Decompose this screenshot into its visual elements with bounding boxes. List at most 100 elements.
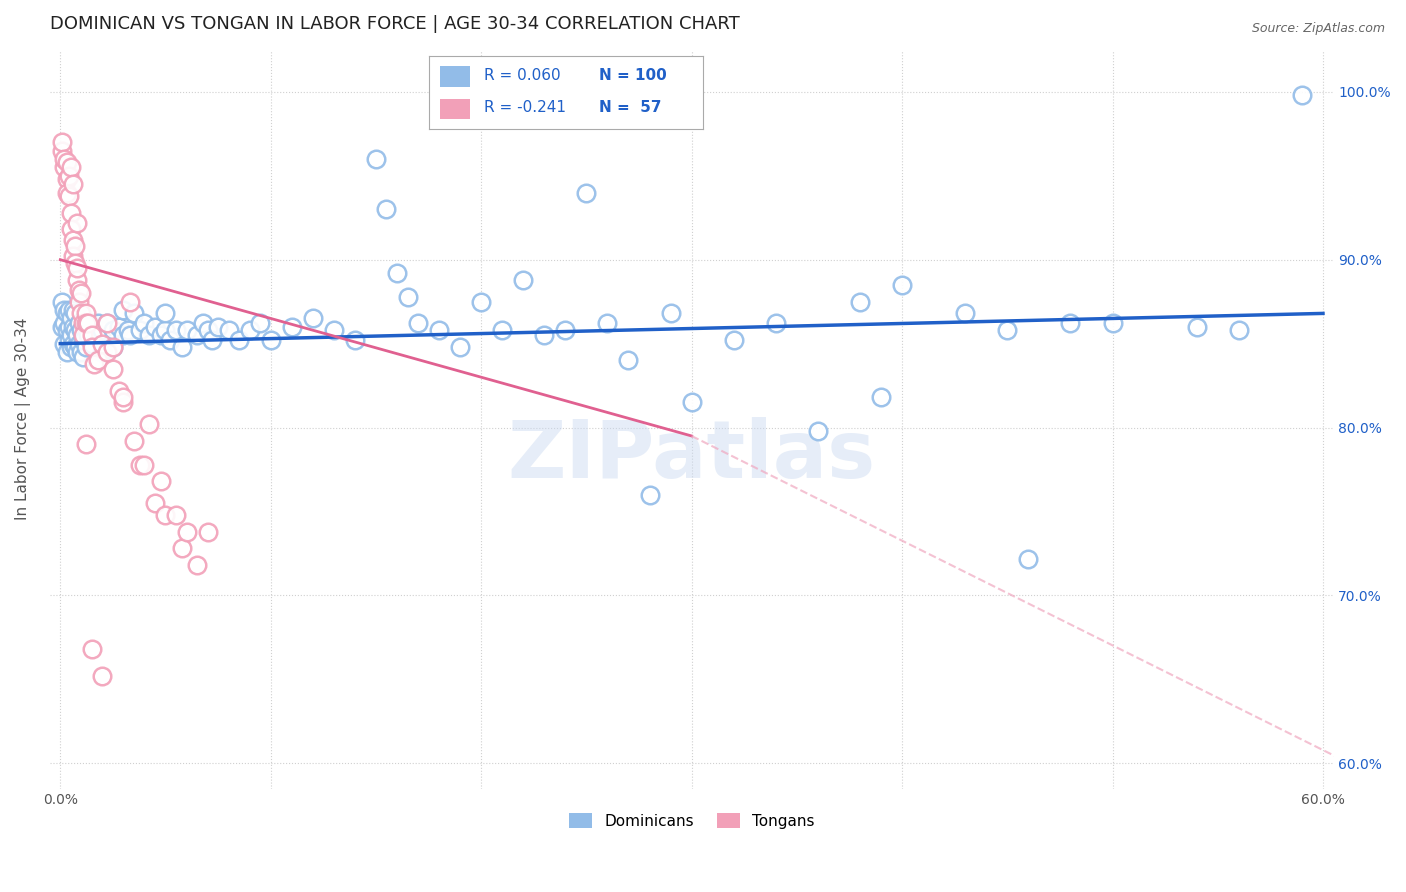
- Point: [554, 323, 576, 337]
- Text: Source: ZipAtlas.com: Source: ZipAtlas.com: [1251, 22, 1385, 36]
- Point: [322, 323, 344, 337]
- Point: [172, 340, 194, 354]
- Point: [596, 317, 619, 331]
- Point: [62, 336, 84, 351]
- Point: [70, 323, 93, 337]
- Point: [193, 317, 215, 331]
- Point: [176, 323, 198, 337]
- Point: [112, 390, 135, 404]
- Point: [1017, 551, 1039, 566]
- Point: [75, 317, 97, 331]
- Point: [150, 475, 173, 489]
- Point: [55, 345, 77, 359]
- Point: [63, 340, 86, 354]
- Point: [134, 458, 156, 472]
- Point: [83, 357, 105, 371]
- Point: [172, 541, 194, 556]
- Point: [512, 273, 534, 287]
- Point: [138, 417, 160, 432]
- Point: [80, 340, 103, 354]
- Point: [638, 488, 661, 502]
- Point: [143, 496, 166, 510]
- Point: [118, 294, 141, 309]
- Point: [155, 306, 177, 320]
- Point: [80, 642, 103, 657]
- Point: [55, 172, 77, 186]
- Text: R = -0.241: R = -0.241: [484, 100, 565, 115]
- Point: [765, 317, 787, 331]
- Point: [1227, 323, 1250, 337]
- Point: [533, 328, 555, 343]
- Point: [396, 290, 419, 304]
- Point: [75, 437, 97, 451]
- Point: [249, 317, 271, 331]
- Point: [62, 233, 84, 247]
- Point: [449, 340, 471, 354]
- Point: [108, 384, 131, 398]
- Point: [159, 333, 181, 347]
- Point: [301, 311, 323, 326]
- Point: [70, 345, 93, 359]
- Bar: [440, 99, 470, 120]
- Point: [66, 216, 89, 230]
- Point: [63, 306, 86, 320]
- Point: [150, 328, 173, 343]
- Point: [55, 306, 77, 320]
- Point: [66, 345, 89, 359]
- Point: [101, 340, 124, 354]
- Point: [218, 323, 240, 337]
- Text: ZIPatlas: ZIPatlas: [508, 417, 876, 495]
- Point: [807, 424, 830, 438]
- Point: [80, 336, 103, 351]
- Point: [118, 328, 141, 343]
- Point: [207, 319, 229, 334]
- Point: [87, 328, 110, 343]
- Point: [129, 323, 152, 337]
- Point: [239, 323, 262, 337]
- Point: [66, 328, 89, 343]
- Point: [63, 323, 86, 337]
- Point: [58, 169, 80, 183]
- Point: [101, 361, 124, 376]
- Point: [51, 319, 73, 334]
- Point: [427, 323, 450, 337]
- Point: [91, 336, 114, 351]
- Point: [59, 161, 82, 175]
- Point: [186, 558, 208, 573]
- Point: [87, 353, 110, 368]
- Point: [96, 345, 118, 359]
- Point: [58, 333, 80, 347]
- Point: [53, 152, 76, 166]
- Point: [55, 155, 77, 169]
- Point: [53, 336, 76, 351]
- Point: [62, 319, 84, 334]
- Point: [186, 328, 208, 343]
- Point: [70, 286, 93, 301]
- Point: [87, 317, 110, 331]
- Point: [67, 336, 90, 351]
- Point: [491, 323, 513, 337]
- Point: [343, 333, 366, 347]
- Point: [53, 303, 76, 318]
- Point: [75, 340, 97, 354]
- Point: [72, 328, 94, 343]
- Point: [228, 333, 250, 347]
- Point: [53, 317, 76, 331]
- Point: [385, 266, 408, 280]
- Point: [143, 319, 166, 334]
- Point: [59, 205, 82, 219]
- Text: R = 0.060: R = 0.060: [484, 68, 560, 83]
- Point: [91, 345, 114, 359]
- Point: [58, 189, 80, 203]
- Legend: Dominicans, Tongans: Dominicans, Tongans: [561, 805, 823, 837]
- Point: [281, 319, 304, 334]
- Point: [870, 390, 893, 404]
- Point: [117, 323, 139, 337]
- Point: [681, 395, 703, 409]
- Point: [891, 277, 914, 292]
- Point: [67, 317, 90, 331]
- Point: [58, 303, 80, 318]
- Point: [91, 669, 114, 683]
- Point: [96, 317, 118, 331]
- Point: [155, 508, 177, 522]
